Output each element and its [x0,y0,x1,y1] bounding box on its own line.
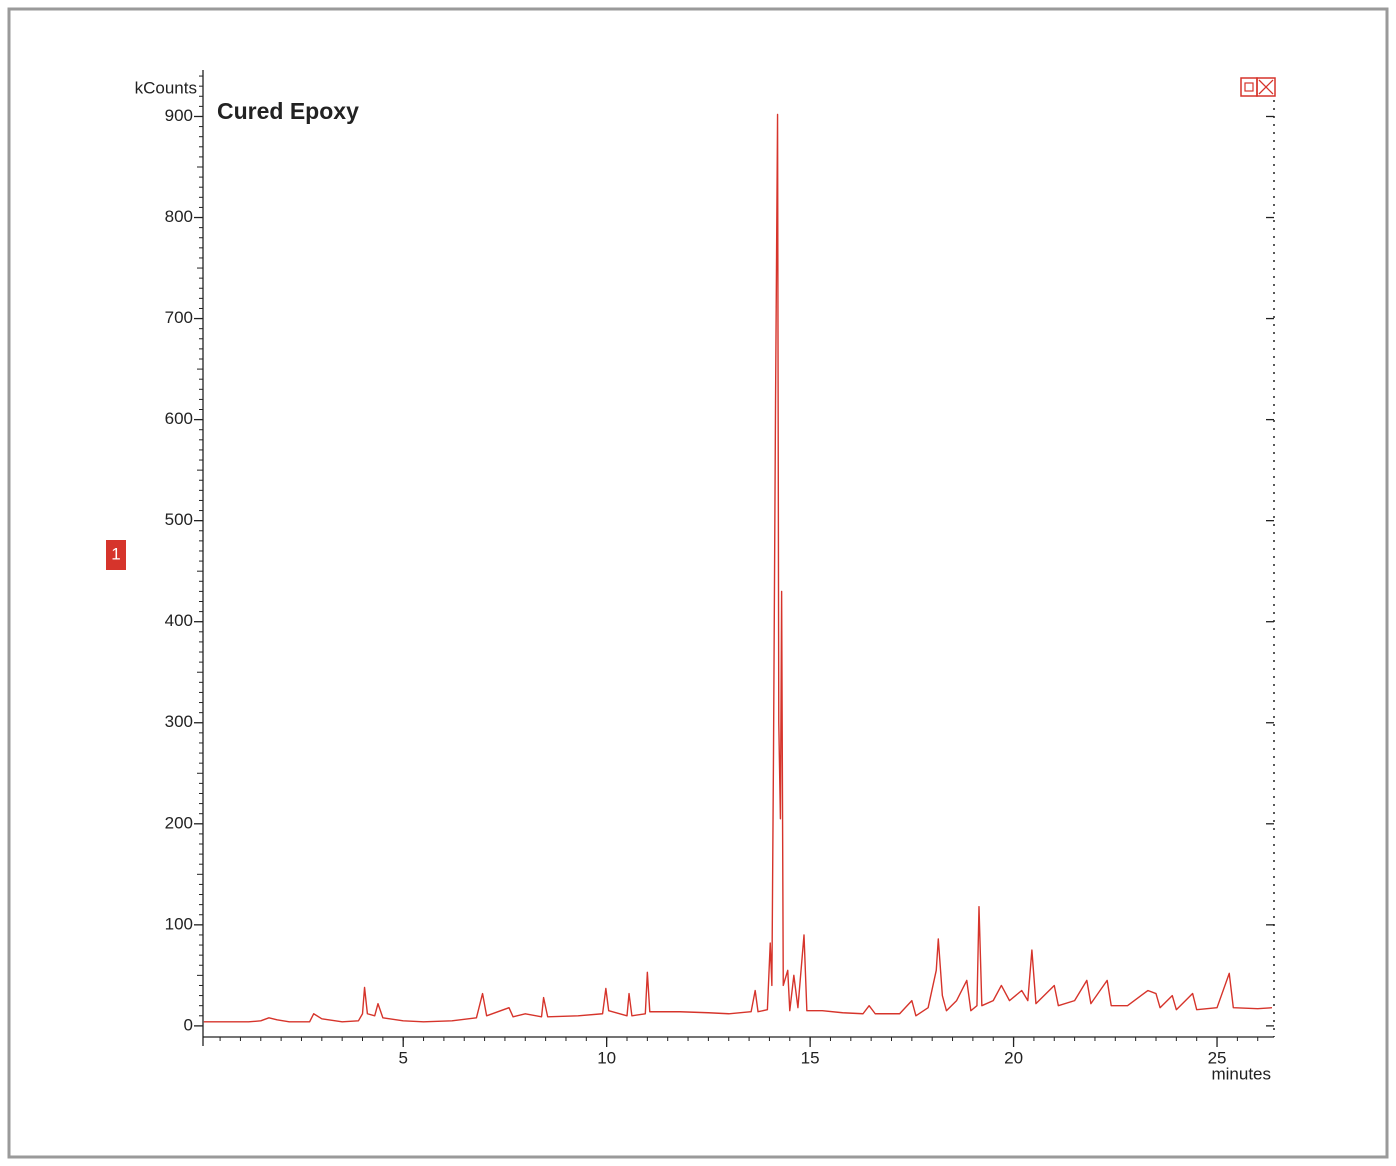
y-tick-label: 0 [184,1015,193,1034]
trace-marker [106,540,126,570]
trace-label: 1 [111,544,120,563]
y-tick-label: 900 [165,106,193,125]
y-tick-label: 200 [165,813,193,832]
x-axis-label: minutes [1211,1064,1271,1083]
x-tick-label: 15 [801,1048,820,1067]
x-tick-label: 10 [597,1048,616,1067]
y-tick-label: 700 [165,308,193,327]
x-tick-label: 5 [398,1048,407,1067]
trace-line [203,113,1273,1023]
x-tick-label: 20 [1004,1048,1023,1067]
chart-title: Cured Epoxy [217,98,359,124]
y-tick-label: 500 [165,510,193,529]
y-axis-label: kCounts [135,78,197,97]
close-cross [1258,79,1274,95]
y-tick-label: 600 [165,409,193,428]
window-icons[interactable] [1240,77,1276,97]
frame [7,7,1389,1159]
y-tick-label: 400 [165,611,193,630]
y-tick-label: 300 [165,712,193,731]
restore-icon-inner [1244,82,1254,92]
x-tick-label: 25 [1208,1048,1227,1067]
y-tick-label: 100 [165,914,193,933]
y-tick-label: 800 [165,207,193,226]
close-icon[interactable] [1256,77,1276,97]
